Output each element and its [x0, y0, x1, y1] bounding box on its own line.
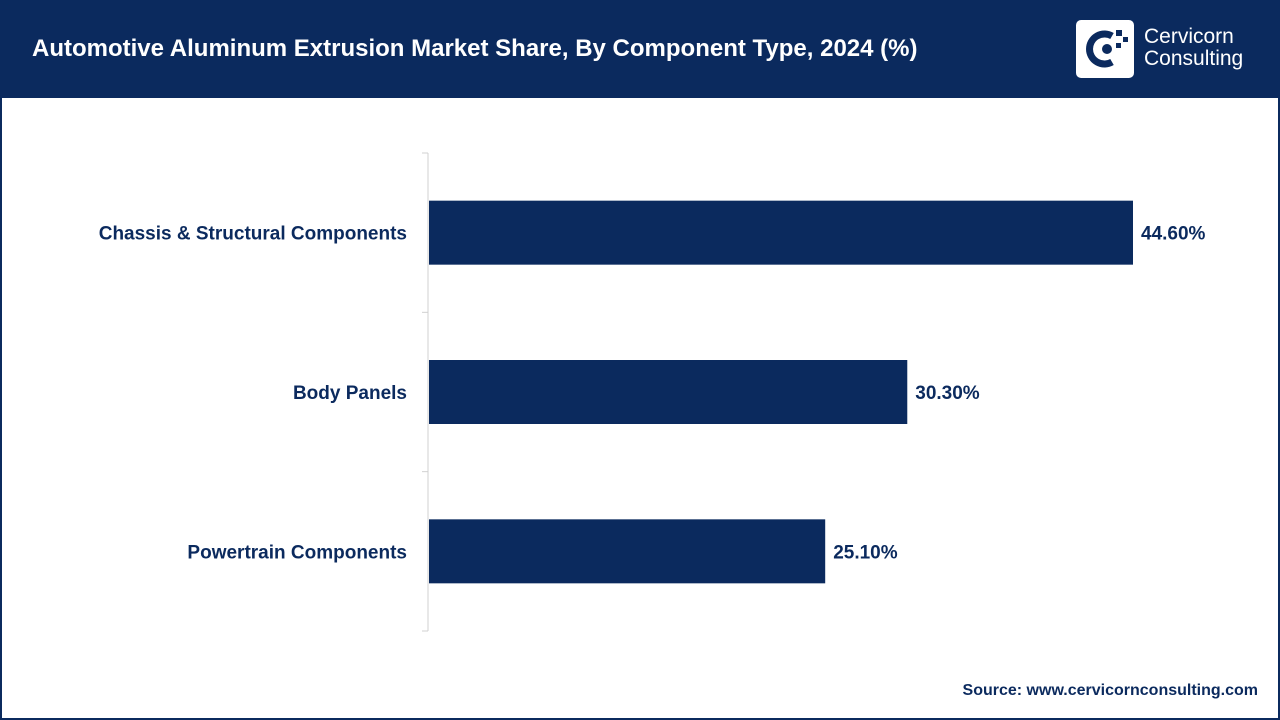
- category-label: Body Panels: [293, 383, 407, 404]
- source-note: Source: www.cervicornconsulting.com: [962, 682, 1258, 699]
- data-label: 30.30%: [915, 383, 980, 404]
- brand-logo: Cervicorn Consulting: [1076, 20, 1266, 80]
- category-label: Chassis & Structural Components: [99, 224, 407, 245]
- bar: [429, 360, 908, 424]
- data-label: 44.60%: [1141, 224, 1206, 245]
- header-bar: Automotive Aluminum Extrusion Market Sha…: [2, 2, 1278, 98]
- data-label: 25.10%: [833, 542, 898, 563]
- logo-line-2: Consulting: [1144, 47, 1244, 70]
- category-label: Powertrain Components: [187, 542, 407, 563]
- page-title: Automotive Aluminum Extrusion Market Sha…: [32, 35, 918, 62]
- logo-icon: [1076, 20, 1134, 78]
- bar: [429, 200, 1133, 265]
- logo-line-1: Cervicorn: [1144, 25, 1234, 48]
- logo-wordmark: Cervicorn Consulting: [1144, 26, 1243, 70]
- bar: [429, 519, 826, 584]
- bar-chart: Chassis & Structural Components 44.60% Bod…: [99, 152, 1206, 632]
